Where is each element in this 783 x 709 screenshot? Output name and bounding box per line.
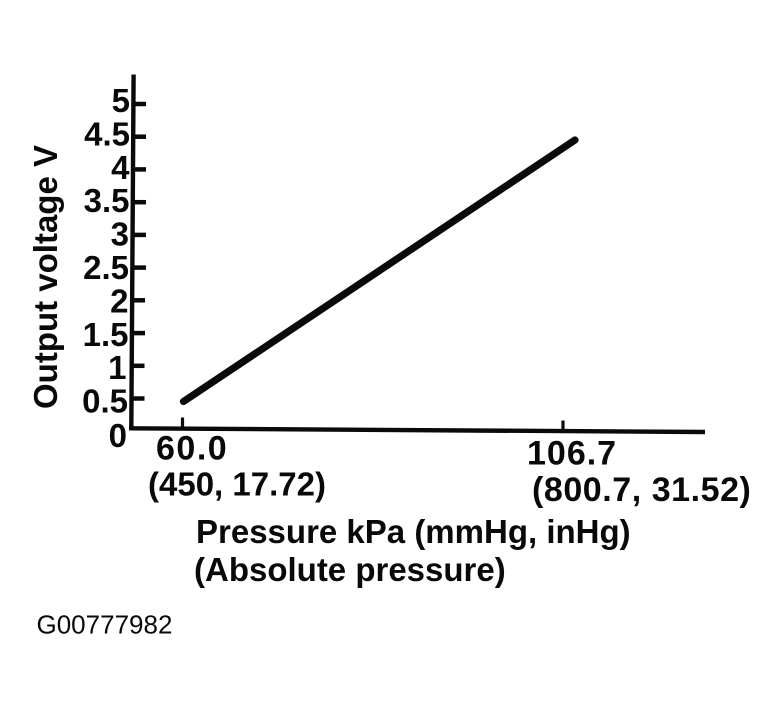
svg-text:Pressure kPa (mmHg, inHg): Pressure kPa (mmHg, inHg)	[196, 513, 631, 550]
svg-text:1.5: 1.5	[83, 316, 129, 353]
svg-text:4: 4	[111, 149, 130, 186]
svg-text:2: 2	[110, 282, 128, 319]
svg-text:3: 3	[111, 216, 129, 253]
svg-text:4.5: 4.5	[84, 115, 130, 152]
svg-text:60.0: 60.0	[156, 430, 228, 468]
svg-text:1: 1	[108, 349, 126, 386]
svg-text:0: 0	[109, 417, 127, 454]
svg-text:(Absolute pressure): (Absolute pressure)	[194, 551, 506, 588]
svg-text:0.5: 0.5	[82, 383, 128, 420]
svg-text:Output voltage V: Output voltage V	[27, 145, 64, 409]
svg-text:5: 5	[112, 82, 130, 119]
svg-text:2.5: 2.5	[83, 249, 129, 286]
svg-text:3.5: 3.5	[84, 182, 130, 219]
svg-text:106.7: 106.7	[527, 435, 617, 473]
svg-text:G00777982: G00777982	[37, 610, 173, 640]
svg-text:(450, 17.72): (450, 17.72)	[148, 466, 326, 503]
svg-text:(800.7, 31.52): (800.7, 31.52)	[532, 471, 751, 509]
